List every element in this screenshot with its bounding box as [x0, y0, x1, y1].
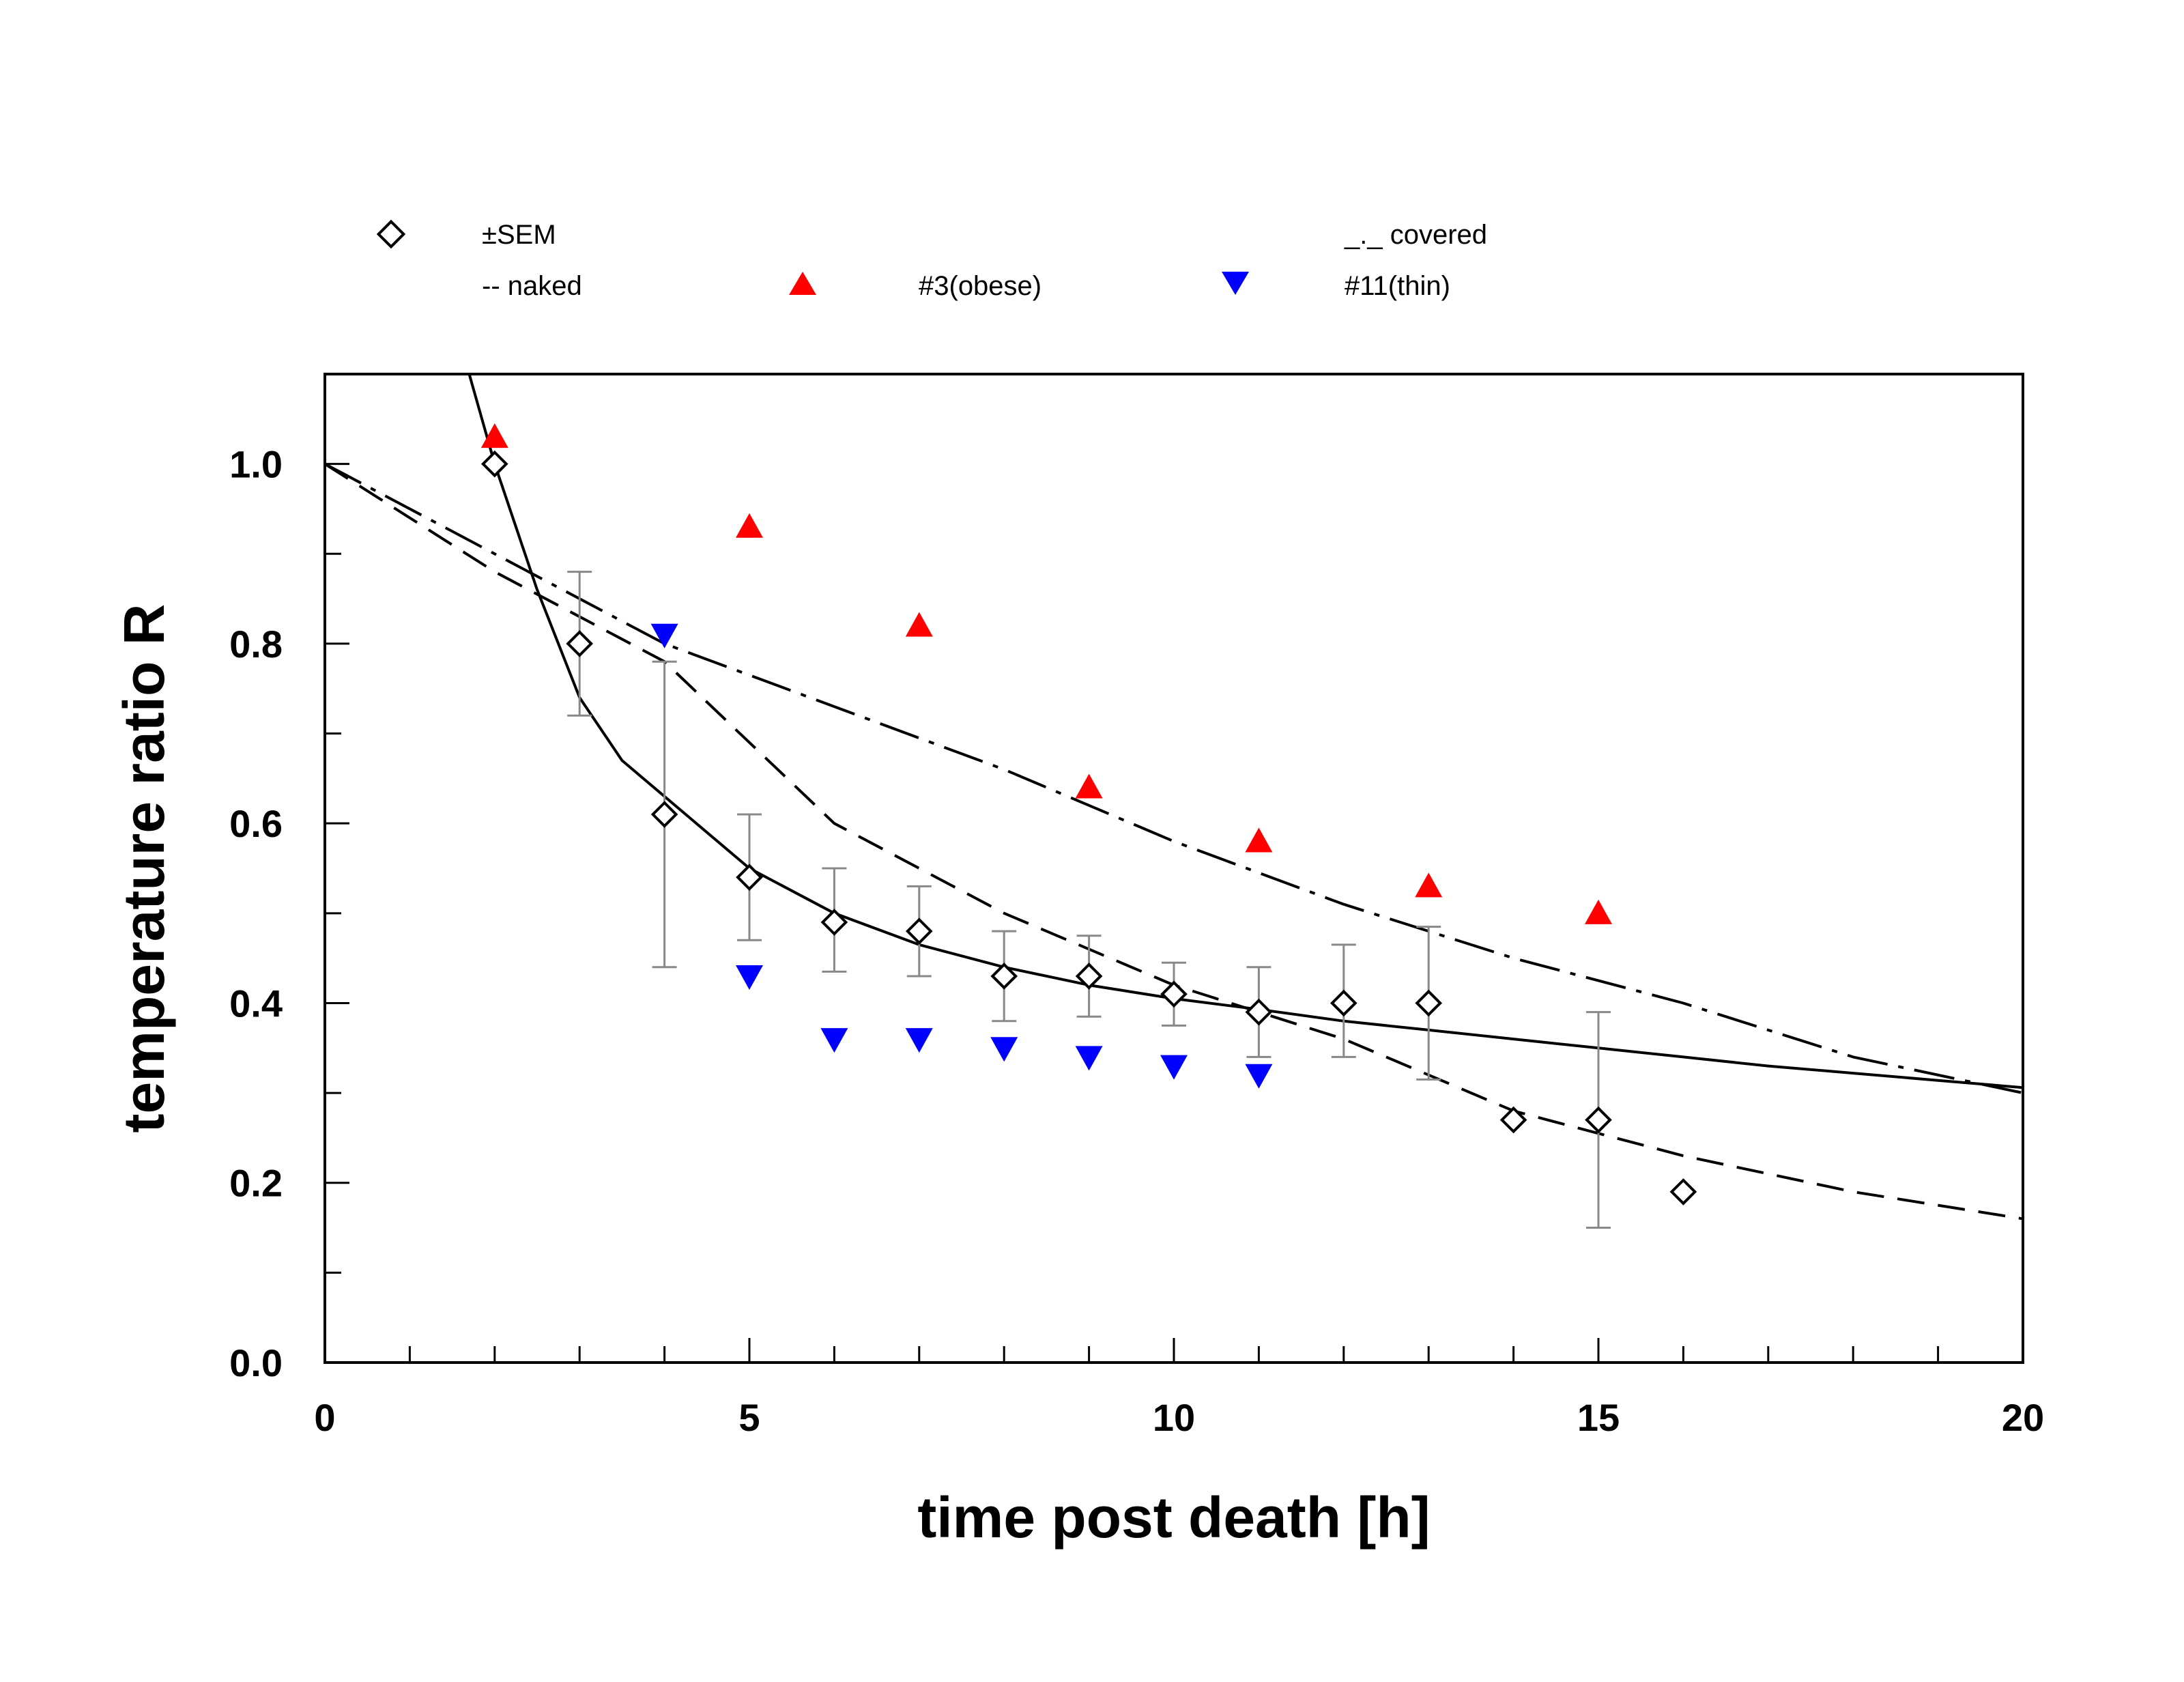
x-tick-label: 20 [2002, 1396, 2044, 1439]
sem-point [1669, 1178, 1697, 1206]
obese-point [1245, 827, 1273, 853]
x-tick-label: 15 [1577, 1396, 1620, 1439]
curve-mean-fit [468, 374, 2023, 1089]
axes: 0 5 10 15 20 0.0 0.2 0.4 0.6 0.8 1.0 [229, 373, 2044, 1439]
legend-sem-marker [376, 219, 406, 249]
legend-naked-label: -- naked [482, 271, 582, 301]
sem-point [480, 450, 508, 478]
thin-point [1075, 1046, 1103, 1071]
sem-point [736, 864, 763, 891]
thin-point [820, 1028, 848, 1053]
sem-point [566, 630, 594, 657]
y-tick-label: 0.2 [229, 1162, 283, 1205]
sem-point [650, 801, 678, 828]
y-tick-label: 0.6 [229, 802, 283, 845]
sem-point [1075, 963, 1103, 990]
x-tick-label: 5 [738, 1396, 760, 1439]
obese-point [1075, 773, 1103, 799]
thin-point [1160, 1055, 1188, 1080]
obese-point [1585, 899, 1612, 924]
sem-point [1245, 998, 1273, 1026]
x-tick-label: 0 [314, 1396, 335, 1439]
thin-point [736, 965, 763, 990]
y-tick-label: 1.0 [229, 443, 283, 486]
sem-point [1499, 1106, 1527, 1134]
y-tick-label: 0.8 [229, 623, 283, 666]
obese-point [1415, 872, 1443, 898]
thin-point [990, 1037, 1018, 1062]
y-tick-label: 0.0 [229, 1341, 283, 1384]
obese-point [736, 513, 763, 538]
legend-sem-label: ±SEM [482, 220, 556, 250]
thin-point [1245, 1064, 1273, 1089]
y-axis-title: temperature ratio R [112, 604, 176, 1133]
legend-obese-label: #3(obese) [919, 271, 1041, 301]
sem-point [1585, 1106, 1612, 1134]
legend-thin-label: #11(thin) [1345, 271, 1450, 301]
obese-point [480, 423, 508, 448]
y-tick-label: 0.4 [229, 982, 283, 1025]
sem-point [990, 963, 1018, 990]
legend-thin-marker [1222, 272, 1249, 295]
legend-obese-marker [789, 272, 816, 295]
obese-point [905, 612, 933, 637]
sem-point [1330, 989, 1357, 1017]
sem-point [1160, 980, 1188, 1008]
legend: ±SEM _._ covered -- naked #3(obese) #11(… [376, 219, 1487, 301]
curve-covered [325, 462, 2023, 1095]
sem-point [820, 909, 848, 936]
data-markers [480, 423, 1697, 1206]
x-axis-title: time post death [h] [917, 1485, 1430, 1550]
x-tick-label: 10 [1153, 1396, 1195, 1439]
thin-point [905, 1028, 933, 1053]
sem-point [905, 917, 933, 945]
legend-covered-label: _._ covered [1344, 220, 1487, 250]
sem-point [1415, 989, 1443, 1017]
thin-point [650, 623, 678, 648]
